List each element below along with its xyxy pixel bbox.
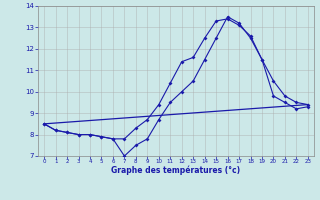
X-axis label: Graphe des températures (°c): Graphe des températures (°c) bbox=[111, 166, 241, 175]
